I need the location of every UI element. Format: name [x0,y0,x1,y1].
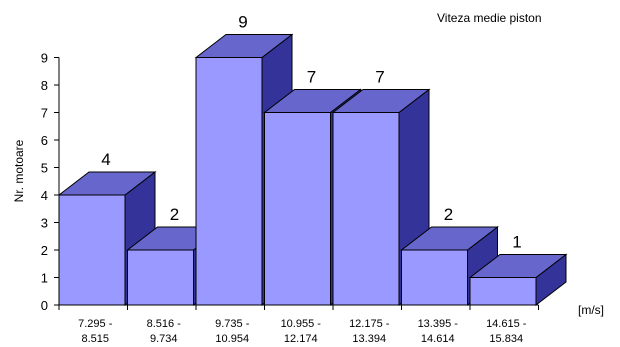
x-tick-label: 10.955 -12.174 [281,318,322,345]
x-tick-label: 12.175 -13.394 [349,318,390,345]
x-tick-label: 8.516 -9.734 [147,318,182,345]
x-tick-label: 13.395 -14.614 [418,318,459,345]
y-tick-label: 2 [41,243,48,258]
y-tick-label: 4 [41,188,48,203]
chart-title: Viteza medie piston [437,11,542,25]
data-labels: 4 2 9 7 7 2 1 [101,13,521,252]
bar-front-face [469,277,537,306]
bar-front-face [332,112,400,306]
y-tick-label: 8 [41,78,48,93]
bar [468,253,568,307]
bar-value-label: 2 [444,205,453,224]
y-tick-label: 5 [41,161,48,176]
y-axis-label: Nr. motoare [12,139,26,202]
x-tick-label: 7.295 -8.515 [78,318,113,345]
bar-front-face [58,194,126,306]
x-axis-label: [m/s] [578,303,604,317]
bar-value-label: 4 [101,150,110,169]
y-tick-label: 1 [41,271,48,286]
y-tick-label: 7 [41,106,48,121]
y-tick-label: 3 [41,216,48,231]
x-tick-label: 9.735 -10.954 [215,318,250,345]
bar-front-face [264,112,331,306]
y-tick-label: 6 [41,133,48,148]
bar-value-label: 9 [238,13,247,32]
bar-value-label: 1 [512,233,521,252]
bar [57,170,157,307]
bar-front-face [401,249,468,306]
bar-value-label: 7 [375,68,384,87]
y-tick-label: 0 [41,298,48,313]
bars [57,33,568,307]
bar [400,225,499,307]
bar-front-face [195,57,263,306]
bar-value-label: 2 [170,205,179,224]
bar-front-face [127,249,194,306]
bar-value-label: 7 [307,68,316,87]
y-tick-label: 9 [41,51,48,66]
x-tick-label: 14.615 -15.834 [486,318,527,345]
